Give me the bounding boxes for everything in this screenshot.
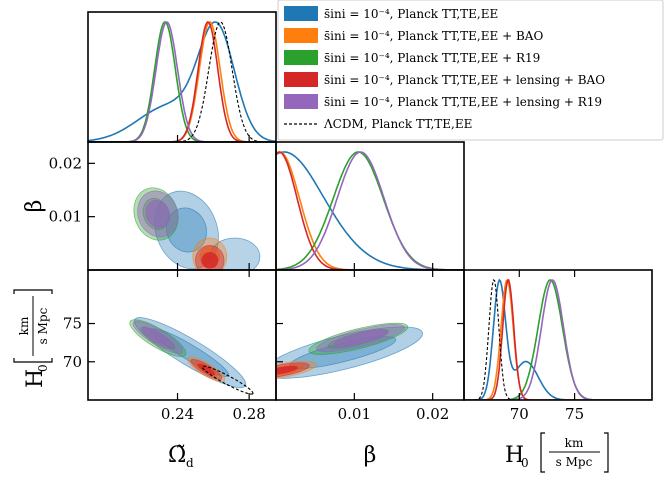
xlabel-h0-sub: 0	[521, 456, 529, 470]
xtick-label-h0-1: 75	[565, 405, 584, 423]
curve-h0-bao	[464, 278, 652, 400]
curve-omega-tt	[88, 21, 276, 142]
xlabel-omega: Ω̃	[168, 443, 186, 468]
curve-h0-lcdm	[464, 279, 652, 400]
xtick-label-h0-0: 70	[510, 405, 529, 423]
curve-beta-lens_bao	[276, 151, 464, 270]
ylabel-h0: H	[23, 369, 48, 388]
xlabel-beta: β	[364, 443, 377, 468]
legend-swatch-lens_bao	[284, 72, 318, 87]
legend-label-lens_bao: s̄ini = 10⁻⁴, Planck TT,TE,EE + lensing …	[324, 73, 605, 87]
curve-beta-tt	[276, 151, 464, 270]
contour-68-lens_bao	[197, 363, 216, 376]
ylabel-h0-bracket-left	[13, 358, 53, 363]
panel-h0-1d	[463, 269, 653, 401]
curve-omega-lcdm	[88, 21, 276, 142]
curve-omega-bao	[88, 21, 276, 142]
ytick-label-beta-1: 0.02	[49, 154, 82, 172]
contour-68-lens_bao	[201, 251, 219, 269]
ytick-label-beta-0: 0.01	[49, 208, 82, 226]
panel-omega-1d	[87, 11, 277, 143]
legend-label-tt: s̄ini = 10⁻⁴, Planck TT,TE,EE	[324, 7, 498, 21]
ylabel-beta: β	[22, 200, 47, 213]
contour-68-lens_r19	[145, 199, 171, 229]
curve-h0-lens_bao	[464, 278, 652, 400]
panel-omega-beta-2d	[87, 141, 277, 271]
curve-beta-r19	[276, 151, 464, 270]
curve-omega-lens_r19	[88, 21, 276, 142]
curve-h0-tt	[464, 278, 652, 400]
xlabel-h0-unit-num: km	[565, 436, 584, 450]
legend: s̄ini = 10⁻⁴, Planck TT,TE,EE s̄ini = 10⁻…	[277, 0, 664, 141]
ylabel-h0-sub: 0	[36, 364, 50, 372]
legend-label-r19: s̄ini = 10⁻⁴, Planck TT,TE,EE + R19	[324, 51, 540, 65]
legend-label-bao: s̄ini = 10⁻⁴, Planck TT,TE,EE + BAO	[324, 29, 543, 43]
panel-beta-1d	[275, 141, 465, 271]
xlabel-h0: H	[505, 443, 524, 468]
curve-h0-lens_r19	[464, 279, 652, 400]
xlabel-h0-bracket-right	[604, 432, 609, 473]
xlabel-h0-bracket-left	[540, 432, 545, 473]
axis-ticks: 0.24 0.28 0.01 0.02 70 75 0.01 0.02 70 75	[49, 135, 584, 423]
ylabel-h0-unit-den: s Mpc	[36, 307, 50, 344]
xtick-label-beta-1: 0.02	[416, 405, 449, 423]
contour-68-lens_r19	[141, 326, 174, 348]
curve-omega-r19	[88, 21, 276, 142]
xlabel-omega-sub: d	[186, 456, 194, 470]
legend-swatch-bao	[284, 28, 318, 43]
legend-frame	[277, 0, 664, 141]
xlabel-h0-unit-den: s Mpc	[556, 455, 593, 469]
ylabel-h0-group: H0 km s Mpc	[13, 289, 53, 388]
xtick-label-omega-1: 0.28	[232, 405, 265, 423]
contour-lcdm	[201, 365, 254, 395]
ytick-label-h0-1: 75	[63, 315, 82, 333]
panel-omega-h0-2d	[87, 269, 277, 401]
xtick-label-omega-0: 0.24	[161, 405, 194, 423]
contour-68-lens_bao	[276, 365, 299, 375]
ylabel-h0-unit-num: km	[17, 316, 31, 335]
panel-beta-h0-2d	[275, 269, 465, 401]
contour-68-lens_r19	[332, 329, 389, 347]
curve-beta-bao	[276, 151, 464, 270]
legend-label-lcdm: ΛCDM, Planck TT,TE,EE	[323, 117, 472, 131]
ytick-label-h0-0: 70	[63, 353, 82, 371]
curve-h0-r19	[464, 279, 652, 400]
ylabel-h0-bracket-right	[13, 289, 53, 294]
curve-beta-lens_r19	[276, 151, 464, 270]
legend-swatch-r19	[284, 50, 318, 65]
legend-label-lens_r19: s̄ini = 10⁻⁴, Planck TT,TE,EE + lensing …	[324, 95, 602, 109]
curve-omega-lens_bao	[88, 21, 276, 142]
xtick-label-beta-0: 0.01	[338, 405, 371, 423]
legend-swatch-lens_r19	[284, 94, 318, 109]
legend-swatch-tt	[284, 6, 318, 21]
